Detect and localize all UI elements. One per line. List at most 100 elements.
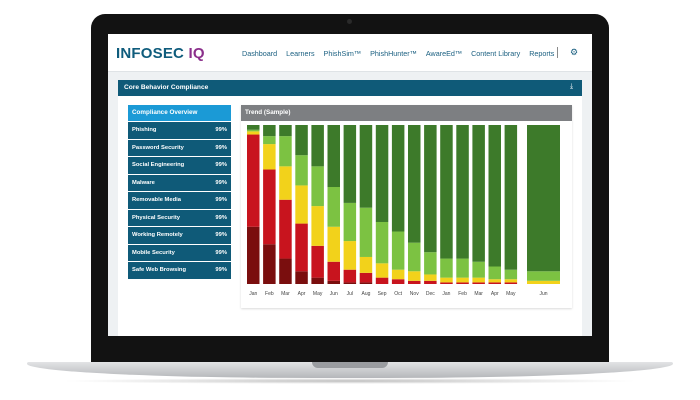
bar-segment[interactable] bbox=[472, 261, 485, 278]
bar-segment[interactable] bbox=[488, 279, 502, 283]
bar-segment[interactable] bbox=[263, 136, 276, 145]
nav-phishhunter[interactable]: PhishHunter™ bbox=[370, 49, 417, 58]
bar-segment[interactable] bbox=[527, 271, 560, 281]
bar-segment[interactable] bbox=[343, 282, 357, 284]
bar-segment[interactable] bbox=[247, 131, 260, 135]
bar-segment[interactable] bbox=[263, 169, 276, 245]
bar-segment[interactable] bbox=[295, 185, 308, 224]
bar-segment[interactable] bbox=[359, 125, 373, 208]
bar-segment[interactable] bbox=[327, 187, 341, 227]
bar-segment[interactable] bbox=[247, 125, 260, 130]
bar-segment[interactable] bbox=[504, 125, 518, 270]
bar-segment[interactable] bbox=[375, 277, 389, 284]
bar-segment[interactable] bbox=[391, 125, 405, 232]
nav-dashboard[interactable]: Dashboard bbox=[242, 49, 278, 58]
bar-segment[interactable] bbox=[295, 271, 308, 284]
bar-segment[interactable] bbox=[456, 277, 469, 283]
bar-segment[interactable] bbox=[488, 282, 502, 284]
nav-reports[interactable]: Reports bbox=[529, 49, 555, 58]
bar-segment[interactable] bbox=[359, 282, 373, 284]
bar-segment[interactable] bbox=[408, 242, 421, 272]
bar-segment[interactable] bbox=[424, 252, 437, 275]
bar-segment[interactable] bbox=[440, 277, 453, 283]
bar-segment[interactable] bbox=[311, 277, 324, 284]
nav-phishsim[interactable]: PhishSim™ bbox=[323, 49, 362, 58]
bar-segment[interactable] bbox=[263, 125, 276, 137]
bar-segment[interactable] bbox=[327, 261, 341, 281]
bar-segment[interactable] bbox=[504, 269, 518, 280]
bar-segment[interactable] bbox=[408, 280, 421, 284]
bar-segment[interactable] bbox=[263, 244, 276, 284]
bar-segment[interactable] bbox=[504, 279, 518, 283]
bar-segment[interactable] bbox=[488, 125, 502, 267]
bar-segment[interactable] bbox=[391, 279, 405, 284]
bar-segment[interactable] bbox=[391, 231, 405, 270]
compliance-heading[interactable]: Compliance Overview bbox=[128, 105, 231, 121]
bar-segment[interactable] bbox=[359, 272, 373, 283]
nav-learners[interactable]: Learners bbox=[286, 49, 315, 58]
bar-segment[interactable] bbox=[327, 125, 341, 188]
bar-segment[interactable] bbox=[456, 282, 469, 284]
bar-segment[interactable] bbox=[279, 125, 292, 137]
bar-segment[interactable] bbox=[527, 125, 560, 272]
compliance-item[interactable]: Social Engineering 99% bbox=[128, 156, 231, 174]
bar-segment[interactable] bbox=[504, 282, 518, 284]
bar-segment[interactable] bbox=[440, 258, 453, 278]
bar-segment[interactable] bbox=[311, 166, 324, 207]
bar-segment[interactable] bbox=[311, 125, 324, 167]
compliance-item[interactable]: Removable Media 99% bbox=[128, 191, 231, 209]
bar-segment[interactable] bbox=[343, 241, 357, 270]
bar-segment[interactable] bbox=[247, 134, 260, 227]
bar-segment[interactable] bbox=[424, 280, 437, 284]
compliance-item[interactable]: Phishing 99% bbox=[128, 121, 231, 139]
bar-segment[interactable] bbox=[424, 125, 437, 253]
bar-segment[interactable] bbox=[408, 125, 421, 243]
bar-segment[interactable] bbox=[247, 129, 260, 132]
compliance-item[interactable]: Password Security 99% bbox=[128, 138, 231, 156]
bar-segment[interactable] bbox=[375, 221, 389, 264]
bar-segment[interactable] bbox=[327, 280, 341, 284]
bar-segment[interactable] bbox=[311, 245, 324, 278]
gear-icon[interactable]: ⚙ bbox=[570, 47, 579, 57]
bar-segment[interactable] bbox=[279, 166, 292, 200]
bar-segment[interactable] bbox=[247, 226, 260, 284]
x-tick-label: Apr bbox=[298, 291, 306, 297]
bar-segment[interactable] bbox=[424, 274, 437, 281]
compliance-item[interactable]: Mobile Security 99% bbox=[128, 243, 231, 261]
bar-segment[interactable] bbox=[359, 256, 373, 273]
bar-segment[interactable] bbox=[279, 199, 292, 259]
nav-awareed[interactable]: AwareEd™ bbox=[425, 49, 463, 58]
bar-segment[interactable] bbox=[343, 269, 357, 283]
compliance-item[interactable]: Safe Web Browsing 99% bbox=[128, 261, 231, 279]
bar-segment[interactable] bbox=[279, 258, 292, 284]
download-icon[interactable]: ⤓ bbox=[570, 83, 574, 90]
bar-segment[interactable] bbox=[440, 125, 453, 259]
compliance-item[interactable]: Working Remotely 99% bbox=[128, 226, 231, 244]
bar-segment[interactable] bbox=[311, 206, 324, 246]
bar-segment[interactable] bbox=[408, 271, 421, 281]
bar-segment[interactable] bbox=[359, 207, 373, 257]
bar-segment[interactable] bbox=[488, 266, 502, 280]
bar-segment[interactable] bbox=[295, 125, 308, 156]
bar-segment[interactable] bbox=[343, 125, 357, 203]
nav-content-library[interactable]: Content Library bbox=[471, 49, 521, 58]
compliance-item[interactable]: Malware 99% bbox=[128, 173, 231, 191]
bar-segment[interactable] bbox=[527, 280, 560, 284]
bar-segment[interactable] bbox=[343, 202, 357, 242]
bar-segment[interactable] bbox=[375, 263, 389, 278]
bar-segment[interactable] bbox=[472, 282, 485, 284]
bar-segment[interactable] bbox=[295, 223, 308, 272]
bar-segment[interactable] bbox=[279, 136, 292, 167]
bar-segment[interactable] bbox=[472, 125, 485, 262]
logo[interactable]: INFOSEC IQ bbox=[116, 45, 205, 62]
bar-segment[interactable] bbox=[375, 125, 389, 222]
bar-segment[interactable] bbox=[456, 125, 469, 259]
compliance-item[interactable]: Physical Security 99% bbox=[128, 208, 231, 226]
bar-segment[interactable] bbox=[391, 269, 405, 280]
bar-segment[interactable] bbox=[295, 155, 308, 186]
bar-segment[interactable] bbox=[440, 282, 453, 284]
bar-segment[interactable] bbox=[456, 258, 469, 278]
bar-segment[interactable] bbox=[263, 144, 276, 170]
bar-segment[interactable] bbox=[327, 226, 341, 262]
bar-segment[interactable] bbox=[472, 277, 485, 283]
